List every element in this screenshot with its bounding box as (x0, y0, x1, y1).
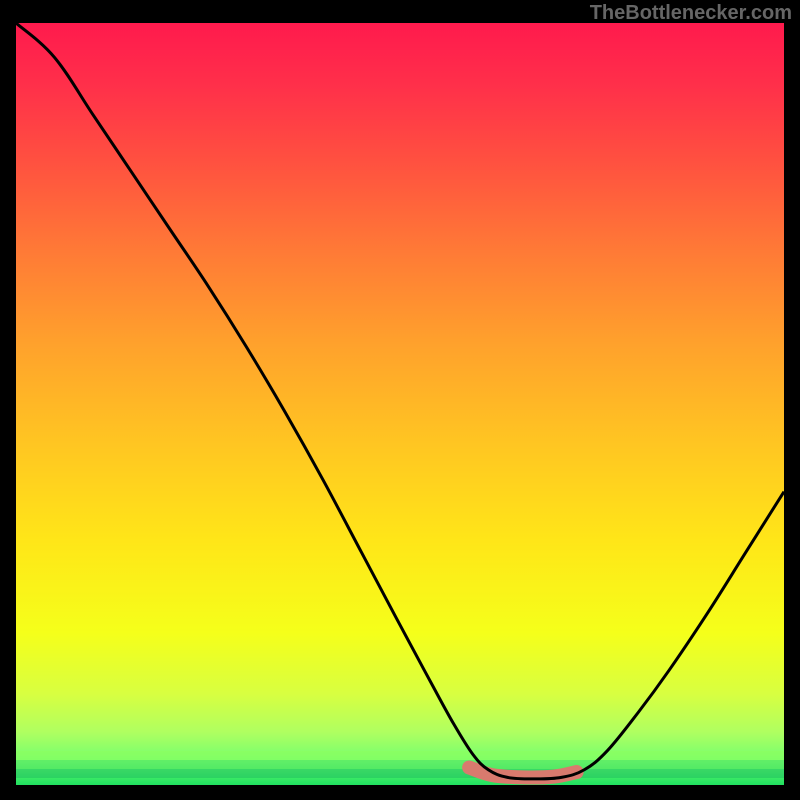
chart-container (0, 0, 800, 800)
watermark-text: TheBottlenecker.com (590, 2, 792, 25)
curve-layer (16, 23, 784, 785)
bottleneck-curve (16, 23, 784, 779)
plot-area (16, 23, 784, 785)
